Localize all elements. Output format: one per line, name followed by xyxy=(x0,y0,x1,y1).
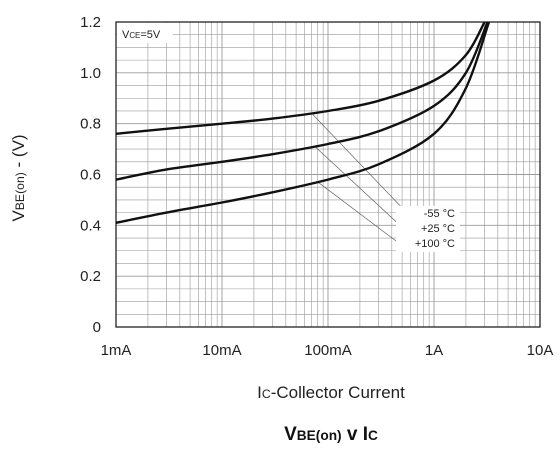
x-tick-label: 1A xyxy=(425,342,443,359)
y-tick-label: 1.2 xyxy=(80,14,101,31)
y-axis-title: VBE(on) - (V) xyxy=(9,134,28,221)
x-tick-labels: 1mA 10mA 100mA 1A 10A xyxy=(101,342,554,359)
y-tick-label: 0.2 xyxy=(80,268,101,285)
y-tick-label: 0.4 xyxy=(80,217,101,234)
x-tick-label: 100mA xyxy=(304,342,352,359)
y-tick-label: 1.0 xyxy=(80,65,101,82)
leader-lines xyxy=(311,112,409,245)
x-tick-label: 10mA xyxy=(202,342,241,359)
y-tick-labels: 0 0.2 0.4 0.6 0.8 1.0 1.2 xyxy=(80,14,101,336)
series-label: +100 °C xyxy=(415,238,455,250)
condition-box xyxy=(117,23,173,43)
chart-title: VBE(on) v IC xyxy=(284,424,378,445)
series-label: -55 °C xyxy=(424,208,455,220)
series-label: +25 °C xyxy=(421,223,455,235)
y-tick-label: 0.8 xyxy=(80,116,101,133)
series-label-box xyxy=(396,206,460,252)
series-line-2 xyxy=(116,22,491,224)
series-group xyxy=(116,22,491,224)
series-line-1 xyxy=(116,22,489,181)
condition-label: VCE=5V xyxy=(122,29,161,41)
x-axis-title: IC-Collector Current xyxy=(257,383,405,402)
series-line-0 xyxy=(116,22,486,135)
y-tick-label: 0 xyxy=(93,319,101,336)
leader-line xyxy=(314,146,405,230)
leader-line xyxy=(311,112,409,215)
leader-line xyxy=(317,181,401,245)
x-tick-label: 10A xyxy=(527,342,554,359)
x-tick-label: 1mA xyxy=(101,342,132,359)
series-labels: -55 °C +25 °C +100 °C xyxy=(415,208,455,250)
plot-frame xyxy=(115,21,541,328)
y-tick-label: 0.6 xyxy=(80,167,101,184)
